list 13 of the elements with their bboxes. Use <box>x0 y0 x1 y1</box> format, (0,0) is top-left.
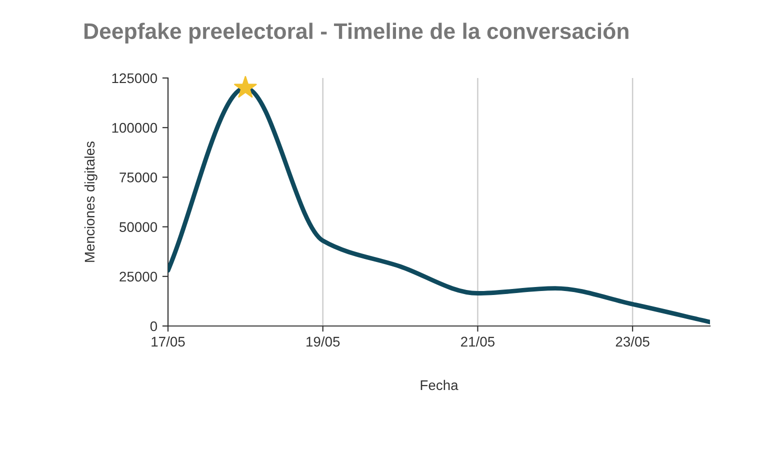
y-tick-label: 100000 <box>112 122 158 133</box>
y-tick-label: 25000 <box>120 272 158 282</box>
y-tick-label: 0 <box>150 321 158 332</box>
x-tick-label: 17/05 <box>152 336 185 347</box>
chart-title: Deepfake preelectoral - Timeline de la conversación <box>84 22 628 44</box>
x-tick-label: 21/05 <box>461 336 495 347</box>
y-tick-label: 125000 <box>112 73 158 84</box>
y-tick-label: 75000 <box>120 172 158 182</box>
x-axis-title: Fecha <box>420 380 458 390</box>
x-tick-label: 23/05 <box>616 336 650 347</box>
y-tick-label: 50000 <box>120 222 158 232</box>
y-axis-title: Menciones digitales <box>84 142 98 262</box>
x-tick-label: 19/05 <box>306 336 340 347</box>
